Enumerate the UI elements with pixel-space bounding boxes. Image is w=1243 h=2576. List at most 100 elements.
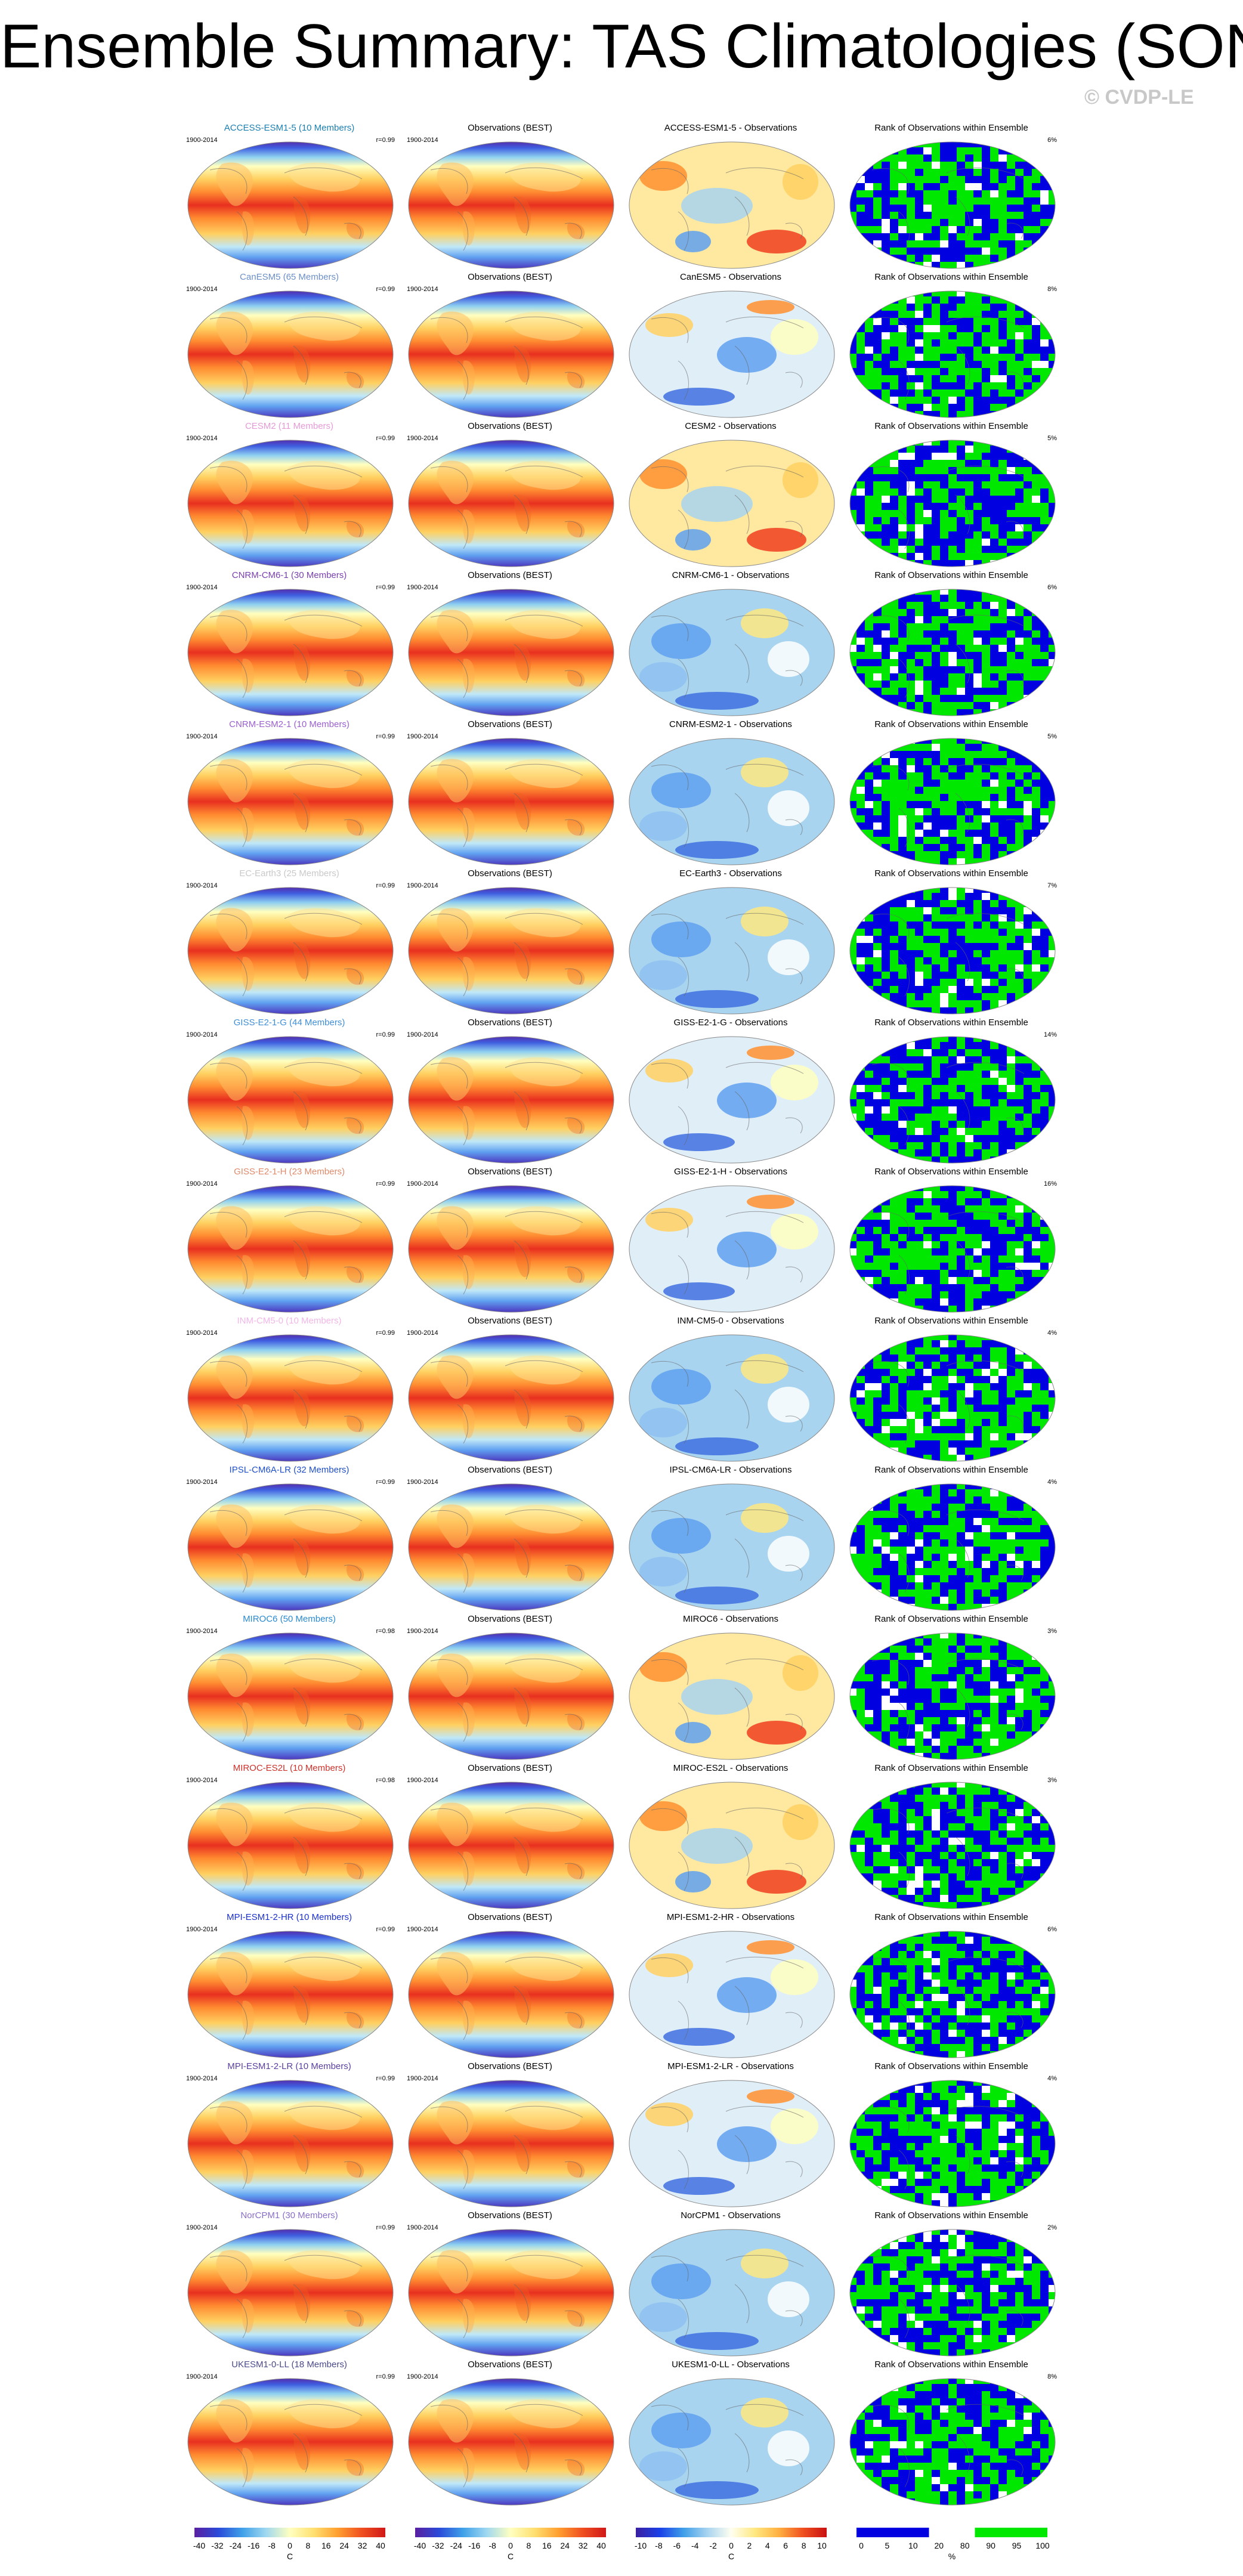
colorbar-tick-label: 8: [526, 2541, 531, 2550]
model-title: CNRM-CM6-1 (30 Members): [231, 570, 347, 580]
rank-percent: 6%: [1047, 137, 1057, 144]
rank-panel: Rank of Observations within Ensemble 4%: [841, 1315, 1062, 1464]
colorbar: 0 5 10 20 80 90 95 100%: [857, 2528, 1050, 2563]
colorbar-tick-label: 2: [747, 2541, 752, 2550]
colorbar-tick-label: -16: [248, 2541, 260, 2550]
rank-map: [848, 737, 1057, 867]
period-label: 1900-2014: [186, 2373, 218, 2380]
period-label: 1900-2014: [407, 2224, 438, 2231]
rank-percent: 3%: [1047, 1628, 1057, 1635]
diff-map: [627, 2079, 836, 2209]
rank-map: [848, 1631, 1057, 1761]
obs-map: [407, 1333, 616, 1463]
colorbar-tick-label: 95: [1012, 2541, 1022, 2550]
model-map: [186, 140, 395, 270]
diff-map: [627, 587, 836, 718]
obs-panel: Observations (BEST) 1900-2014: [400, 1762, 620, 1912]
colorbar-tick-label: 32: [357, 2541, 367, 2550]
obs-panel: Observations (BEST) 1900-2014: [400, 1912, 620, 2061]
obs-map: [407, 1631, 616, 1761]
model-panel: EC-Earth3 (25 Members) 1900-2014 r=0.99: [179, 868, 400, 1017]
model-title: MIROC-ES2L (10 Members): [233, 1763, 346, 1773]
model-row: GISS-E2-1-H (23 Members) 1900-2014 r=0.99 O…: [179, 1166, 1062, 1315]
model-row: CESM2 (11 Members) 1900-2014 r=0.99 Observa…: [179, 420, 1062, 570]
rank-percent: 2%: [1047, 2224, 1057, 2231]
period-label: 1900-2014: [186, 2224, 218, 2231]
rank-percent: 4%: [1047, 1329, 1057, 1337]
obs-title: Observations (BEST): [468, 868, 552, 879]
obs-map: [407, 2228, 616, 2358]
diff-panel: INM-CM5-0 - Observations: [620, 1315, 841, 1464]
rank-title: Rank of Observations within Ensemble: [874, 1614, 1028, 1624]
rank-title: Rank of Observations within Ensemble: [874, 1763, 1028, 1773]
diff-map: [627, 2228, 836, 2358]
colorbar-tick-label: 80: [960, 2541, 970, 2550]
rank-map: [848, 1333, 1057, 1463]
diff-map: [627, 1184, 836, 1314]
colorbar-tick-label: 6: [783, 2541, 789, 2550]
rank-percent: 5%: [1047, 435, 1057, 442]
rank-panel: Rank of Observations within Ensemble 8%: [841, 271, 1062, 420]
obs-panel: Observations (BEST) 1900-2014: [400, 1464, 620, 1613]
pattern-correlation: r=0.98: [376, 1777, 395, 1784]
model-row: MIROC-ES2L (10 Members) 1900-2014 r=0.98 Ob…: [179, 1762, 1062, 1912]
obs-map: [407, 587, 616, 718]
rank-panel: Rank of Observations within Ensemble 4%: [841, 2061, 1062, 2210]
colorbar-tick-label: 0: [508, 2541, 513, 2550]
obs-panel: Observations (BEST) 1900-2014: [400, 1166, 620, 1315]
rank-title: Rank of Observations within Ensemble: [874, 570, 1028, 580]
colorbar-tick-label: 16: [542, 2541, 552, 2550]
diff-panel: MIROC6 - Observations: [620, 1613, 841, 1762]
rank-title: Rank of Observations within Ensemble: [874, 868, 1028, 879]
rank-panel: Rank of Observations within Ensemble 16%: [841, 1166, 1062, 1315]
pattern-correlation: r=0.99: [376, 1180, 395, 1188]
period-label: 1900-2014: [186, 1628, 218, 1635]
rank-title: Rank of Observations within Ensemble: [874, 1912, 1028, 1922]
diff-title: CESM2 - Observations: [685, 421, 777, 431]
model-row: MPI-ESM1-2-LR (10 Members) 1900-2014 r=0.9…: [179, 2061, 1062, 2210]
period-label: 1900-2014: [186, 1926, 218, 1933]
model-panel: UKESM1-0-LL (18 Members) 1900-2014 r=0.99: [179, 2359, 400, 2508]
model-panel: CNRM-ESM2-1 (10 Members) 1900-2014 r=0.99: [179, 719, 400, 868]
colorbar-tick-label: 5: [885, 2541, 890, 2550]
period-label: 1900-2014: [407, 584, 438, 591]
obs-panel: Observations (BEST) 1900-2014: [400, 1017, 620, 1166]
period-label: 1900-2014: [186, 733, 218, 740]
model-row: MIROC6 (50 Members) 1900-2014 r=0.98 Observ…: [179, 1613, 1062, 1762]
model-row: NorCPM1 (30 Members) 1900-2014 r=0.99 Obser…: [179, 2210, 1062, 2359]
period-label: 1900-2014: [186, 1329, 218, 1337]
obs-map: [407, 1780, 616, 1910]
obs-title: Observations (BEST): [468, 272, 552, 282]
colorbar-tick-label: -24: [229, 2541, 242, 2550]
model-title: EC-Earth3 (25 Members): [239, 868, 339, 879]
pattern-correlation: r=0.99: [376, 584, 395, 591]
period-label: 1900-2014: [407, 1479, 438, 1486]
obs-title: Observations (BEST): [468, 719, 552, 729]
diff-panel: ACCESS-ESM1-5 - Observations: [620, 122, 841, 271]
rank-title: Rank of Observations within Ensemble: [874, 1167, 1028, 1177]
pattern-correlation: r=0.99: [376, 435, 395, 442]
model-panel: CanESM5 (65 Members) 1900-2014 r=0.99: [179, 271, 400, 420]
obs-panel: Observations (BEST) 1900-2014: [400, 2061, 620, 2210]
diff-panel: UKESM1-0-LL - Observations: [620, 2359, 841, 2508]
colorbar-tick-label: 20: [934, 2541, 944, 2550]
colorbar-tick-label: 40: [376, 2541, 385, 2550]
colorbar-tick-label: 40: [596, 2541, 606, 2550]
obs-title: Observations (BEST): [468, 123, 552, 133]
model-map: [186, 1631, 395, 1761]
colorbar-tick-label: 100: [1035, 2541, 1050, 2550]
rank-percent: 4%: [1047, 2075, 1057, 2082]
rank-panel: Rank of Observations within Ensemble 6%: [841, 570, 1062, 719]
rank-map: [848, 1184, 1057, 1314]
obs-map: [407, 886, 616, 1016]
watermark: © CVDP-LE: [1084, 86, 1194, 109]
pattern-correlation: r=0.99: [376, 286, 395, 293]
obs-map: [407, 289, 616, 419]
diff-title: CNRM-ESM2-1 - Observations: [669, 719, 792, 729]
colorbar-unit: C: [728, 2552, 735, 2561]
rank-map: [848, 1482, 1057, 1612]
diff-panel: NorCPM1 - Observations: [620, 2210, 841, 2359]
model-title: CNRM-ESM2-1 (10 Members): [229, 719, 350, 729]
model-panel: CNRM-CM6-1 (30 Members) 1900-2014 r=0.99: [179, 570, 400, 719]
colorbar-unit: C: [507, 2552, 514, 2561]
